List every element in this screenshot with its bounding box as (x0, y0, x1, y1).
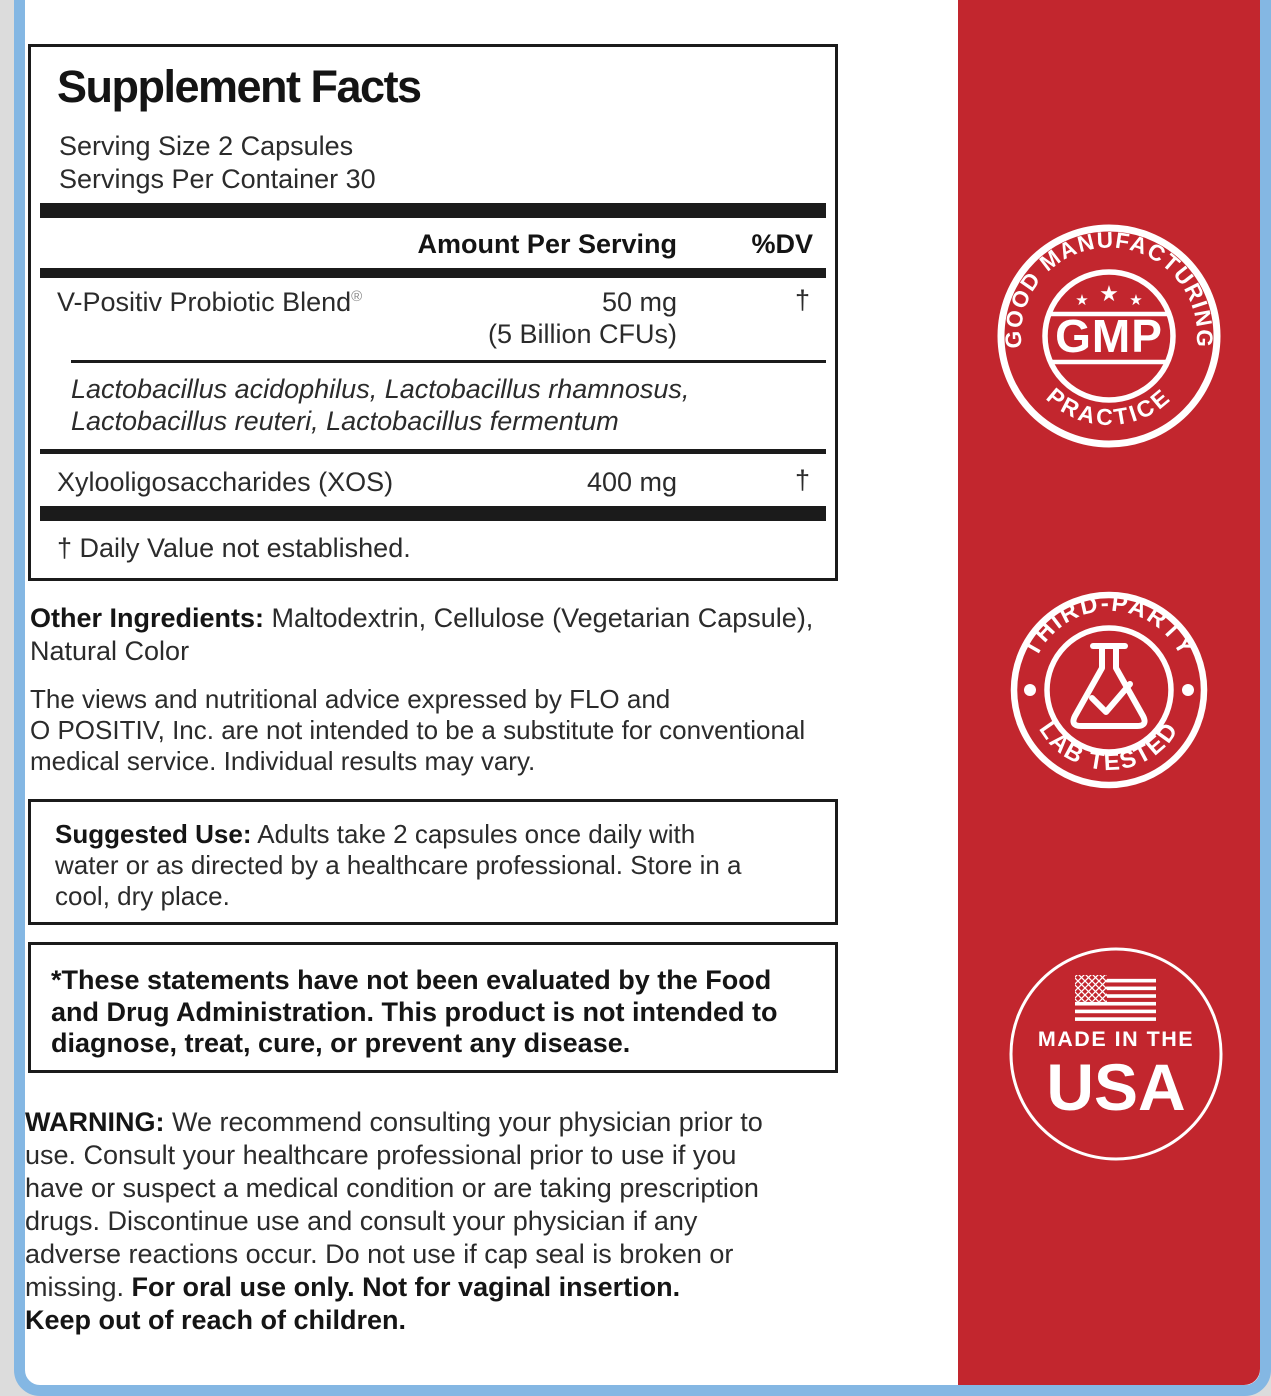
gmp-inner-ring (1042, 269, 1176, 403)
servings-per-container: Servings Per Container 30 (59, 164, 376, 194)
lab-inner-ring (1044, 625, 1174, 755)
lab-flask-check-icon (1070, 643, 1148, 729)
gmp-bottom-text: PRACTICE (1042, 382, 1176, 430)
medium-rule (40, 449, 826, 454)
fda-statement-line: *These statements have not been evaluate… (51, 965, 772, 995)
warning-line: WARNING: We recommend consulting your ph… (25, 1106, 763, 1139)
disclaimer-line: O POSITIV, Inc. are not intended to be a… (30, 715, 806, 745)
warning-line: have or suspect a medical condition or a… (25, 1173, 759, 1203)
registered-mark: ® (351, 288, 363, 305)
ingredient-row-dv: † (794, 465, 810, 495)
warning-paragraph: WARNING: We recommend consulting your ph… (25, 1106, 763, 1337)
warning-line: Keep out of reach of children. (25, 1305, 407, 1335)
dot-separator (1024, 684, 1036, 696)
thick-rule (40, 506, 826, 521)
thick-rule (40, 203, 826, 218)
made-in-usa-badge-icon: MADE IN THE USA (1009, 947, 1223, 1161)
supplement-facts-panel: Supplement Facts Serving Size 2 Capsules… (28, 44, 838, 581)
suggested-use-box: Suggested Use: Adults take 2 capsules on… (28, 799, 838, 925)
ingredient-row-amount-note: (5 Billion CFUs) (487, 319, 677, 349)
star-icon: ★ (1099, 281, 1119, 306)
usa-ring (1009, 947, 1223, 1161)
warning-line: drugs. Discontinue use and consult your … (25, 1206, 698, 1236)
dot-separator (1182, 684, 1194, 696)
other-ingredients-line: Other Ingredients: Maltodextrin, Cellulo… (30, 602, 813, 635)
serving-size: Serving Size 2 Capsules (59, 131, 354, 161)
usa-text: USA (1046, 1050, 1185, 1124)
made-in-the-text: MADE IN THE (1038, 1027, 1194, 1051)
warning-oral-use-text: For oral use only. Not for vaginal inser… (131, 1272, 681, 1302)
blend-ingredients-line: Lactobacillus reuteri, Lactobacillus fer… (71, 406, 619, 436)
other-ingredients-line: Natural Color (30, 636, 190, 666)
column-header-amount: Amount Per Serving (417, 229, 677, 259)
suggested-use-line: water or as directed by a healthcare pro… (55, 850, 742, 880)
other-ingredients: Other Ingredients: Maltodextrin, Cellulo… (30, 602, 813, 668)
suggested-use-line: Suggested Use: Adults take 2 capsules on… (55, 819, 742, 850)
gmp-badge-icon: GOOD MANUFACTURING PRACTICE ★ ★ ★ GMP (997, 224, 1221, 448)
fda-statement-line: diagnose, treat, cure, or prevent any di… (51, 1028, 631, 1058)
fda-statement-line: and Drug Administration. This product is… (51, 996, 778, 1027)
warning-label: WARNING: (25, 1107, 165, 1137)
warning-line: use. Consult your healthcare professiona… (25, 1140, 737, 1170)
gmp-outer-ring (997, 224, 1221, 448)
daily-value-footnote: † Daily Value not established. (57, 533, 411, 563)
other-ingredients-text: Maltodextrin, Cellulose (Vegetarian Caps… (264, 603, 814, 633)
disclaimer-line: medical service. Individual results may … (30, 746, 536, 776)
blend-ingredients-line: Lactobacillus acidophilus, Lactobacillus… (71, 374, 690, 404)
warning-line: adverse reactions occur. Do not use if c… (25, 1239, 734, 1269)
disclaimer-line: The views and nutritional advice express… (30, 684, 671, 714)
star-icon: ★ (1075, 292, 1088, 309)
suggested-use-text: Suggested Use: Adults take 2 capsules on… (55, 819, 742, 912)
ingredient-row-dv: † (794, 285, 810, 315)
lab-outer-ring (1010, 591, 1208, 789)
warning-line: missing. For oral use only. Not for vagi… (25, 1271, 763, 1304)
nutritional-advice-disclaimer: The views and nutritional advice express… (30, 684, 805, 777)
star-icon: ★ (1129, 292, 1142, 309)
column-header-dv: %DV (751, 229, 813, 259)
fda-statement-text: *These statements have not been evaluate… (51, 965, 777, 1060)
gmp-center-text: GMP (1055, 310, 1163, 362)
ingredient-row-amount: 400 mg (586, 467, 677, 497)
thick-rule (40, 268, 826, 278)
ingredient-row-amount: 50 mg (601, 287, 677, 317)
us-flag-icon (1075, 975, 1156, 1021)
warning-line-text: missing. (25, 1272, 132, 1302)
third-party-lab-tested-badge-icon: THIRD-PARTY LAB TESTED (1010, 590, 1208, 789)
supplement-facts-title: Supplement Facts (57, 61, 422, 112)
other-ingredients-label: Other Ingredients: (30, 603, 265, 633)
warning-line-text: We recommend consulting your physician p… (164, 1107, 763, 1137)
thin-rule (71, 360, 826, 363)
fda-statement-box: *These statements have not been evaluate… (28, 942, 838, 1073)
suggested-use-line-text: Adults take 2 capsules once daily with (251, 819, 696, 849)
red-side-panel: GOOD MANUFACTURING PRACTICE ★ ★ ★ GMP TH… (958, 0, 1260, 1385)
ingredient-row-name: V-Positiv Probiotic Blend® (57, 287, 362, 318)
ingredient-name: V-Positiv Probiotic Blend (57, 287, 352, 317)
suggested-use-line: cool, dry place. (55, 881, 230, 911)
ingredient-row-name: Xylooligosaccharides (XOS) (57, 467, 394, 497)
suggested-use-label: Suggested Use: (55, 819, 252, 849)
